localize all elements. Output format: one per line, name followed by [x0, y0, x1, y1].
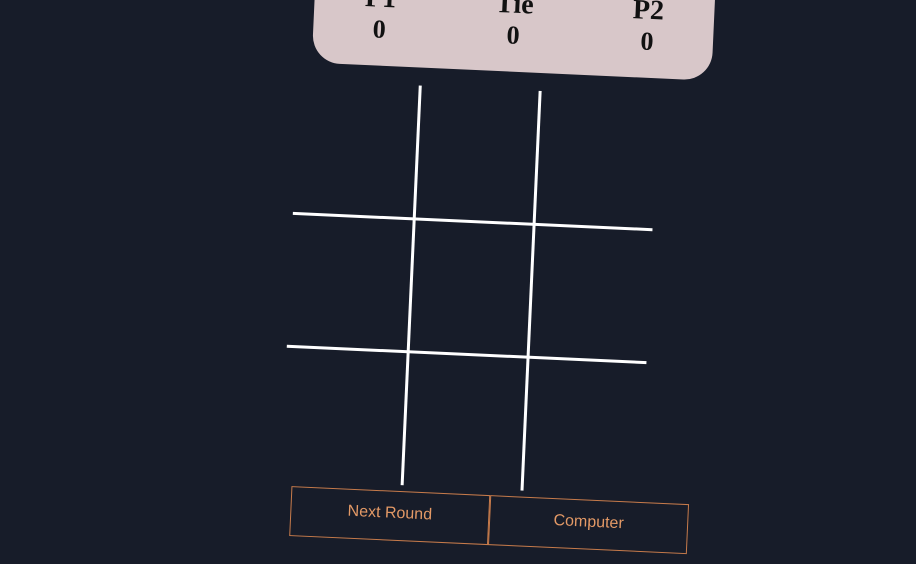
computer-button[interactable]: Computer — [487, 495, 690, 555]
board-cell[interactable] — [410, 220, 534, 355]
next-round-button[interactable]: Next Round — [289, 486, 491, 546]
page: P1 0 Tie 0 P2 0 Next Round Computer (() … — [286, 0, 717, 555]
board-cell[interactable] — [404, 353, 528, 488]
board-cell[interactable] — [282, 348, 406, 483]
board-cell[interactable] — [294, 81, 418, 216]
board-cell[interactable] — [416, 87, 540, 222]
scoreboard: P1 0 Tie 0 P2 0 — [311, 0, 717, 81]
board-cell[interactable] — [524, 359, 648, 494]
board-cell[interactable] — [530, 226, 654, 361]
player-score: 0 — [372, 14, 387, 44]
score-slot: P2 0 — [596, 0, 699, 60]
player-score: 0 — [505, 20, 521, 50]
board-cell[interactable] — [288, 215, 412, 350]
score-slot: Tie 0 — [462, 0, 565, 54]
board-cell[interactable] — [536, 92, 660, 227]
player-score: 0 — [639, 26, 655, 57]
game: P1 0 Tie 0 P2 0 Next Round Computer — [282, 0, 717, 555]
score-slot: P1 0 — [329, 0, 432, 48]
